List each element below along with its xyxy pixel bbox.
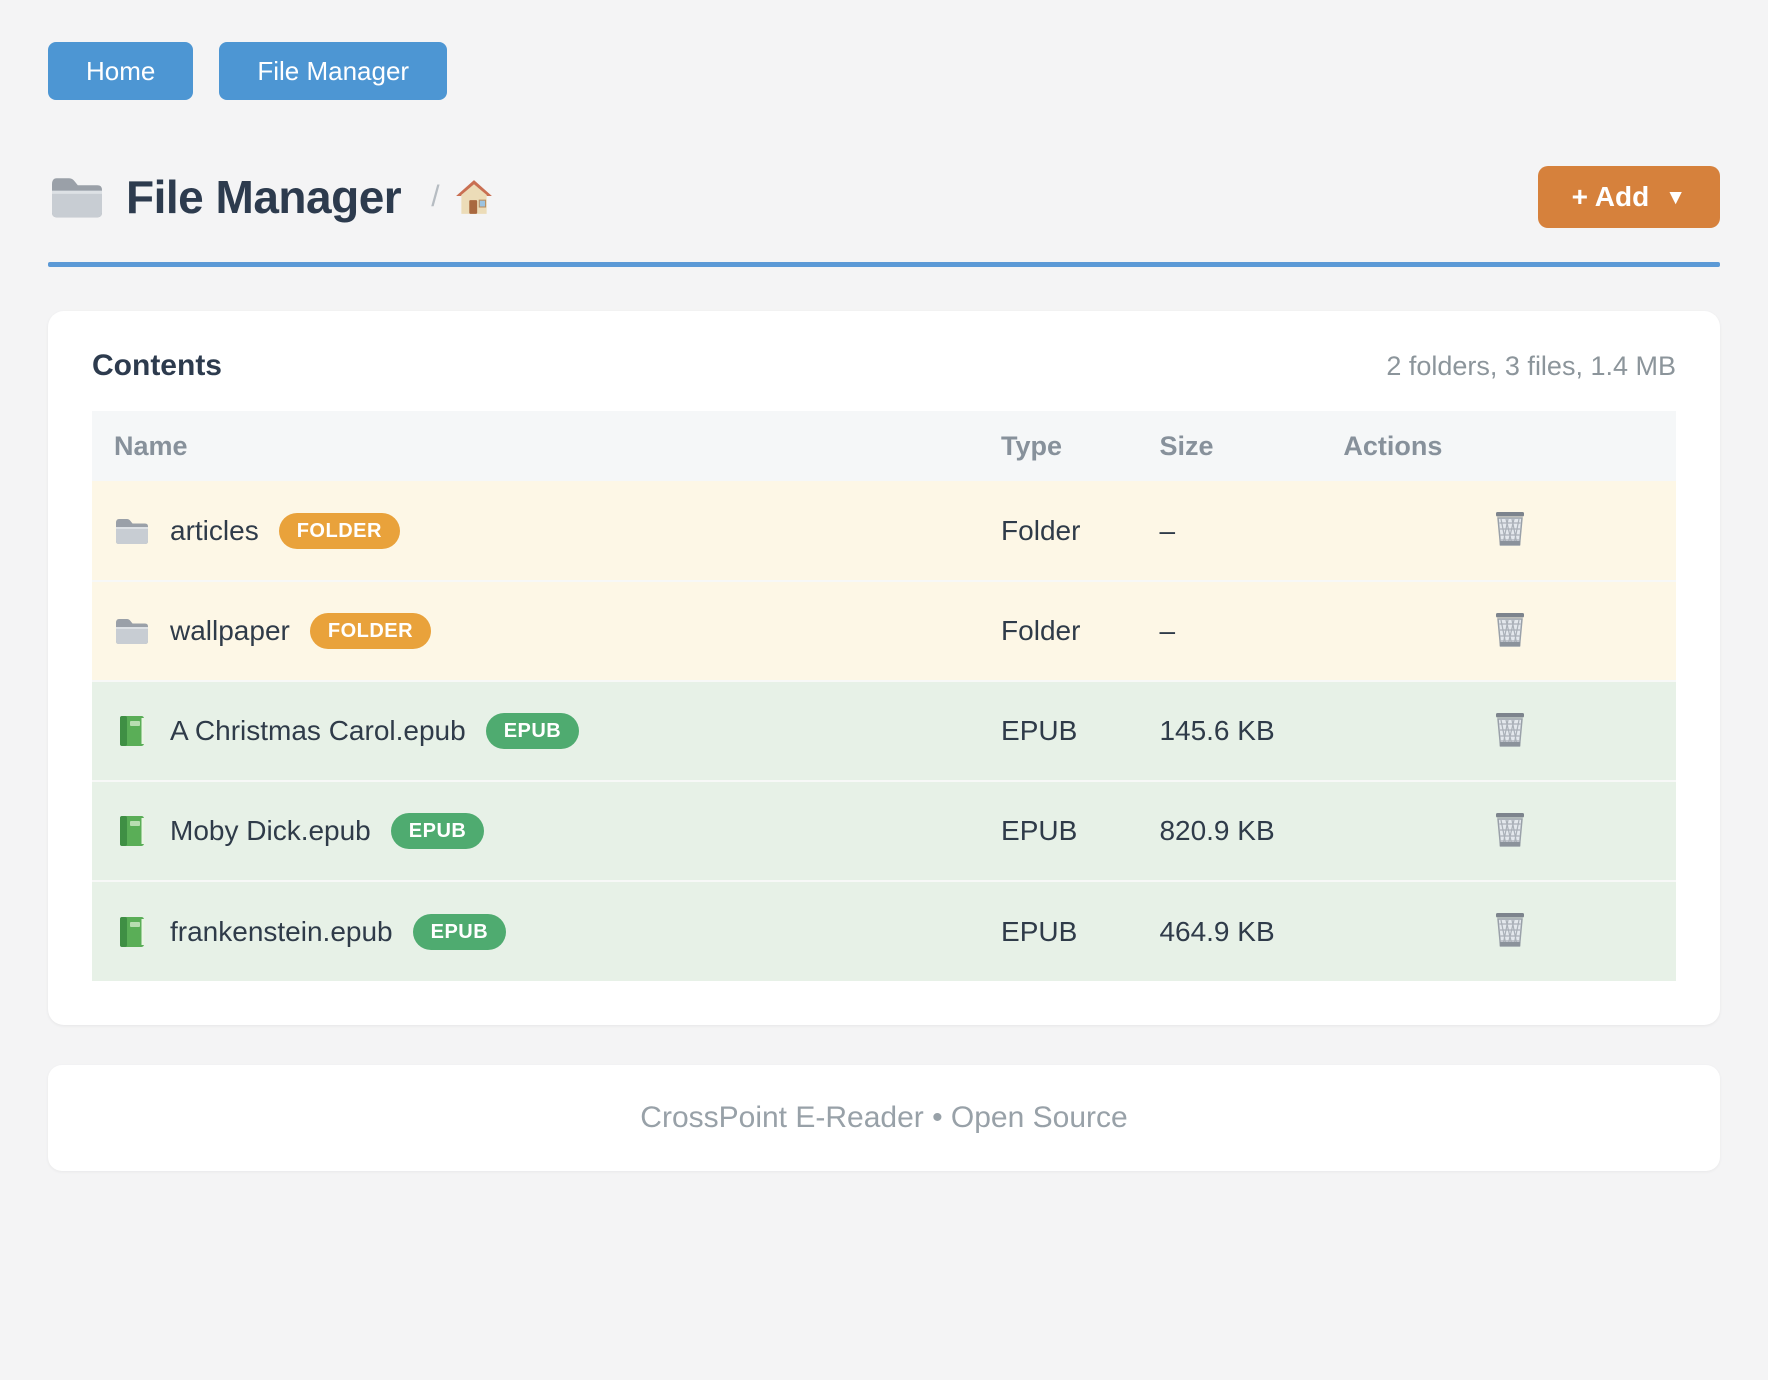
type-badge: EPUB xyxy=(390,813,485,849)
file-name[interactable]: articles xyxy=(170,514,259,546)
file-table-body: articles FOLDER Folder – wallpaper FOLDE… xyxy=(92,481,1676,981)
trash-icon xyxy=(1494,611,1525,647)
file-type: EPUB xyxy=(1001,915,1078,947)
contents-card-header: Contents 2 folders, 3 files, 1.4 MB xyxy=(92,349,1676,383)
contents-card: Contents 2 folders, 3 files, 1.4 MB Name… xyxy=(48,311,1720,1025)
name-cell: Moby Dick.epub EPUB xyxy=(114,813,979,849)
folder-icon xyxy=(116,518,148,544)
page-title: File Manager xyxy=(126,171,402,223)
delete-button[interactable] xyxy=(1489,607,1531,656)
name-cell: A Christmas Carol.epub EPUB xyxy=(114,713,979,749)
trash-icon xyxy=(1494,511,1525,546)
header-row: Name Type Size Actions xyxy=(92,411,1676,481)
green-book-icon xyxy=(120,716,144,746)
file-size: 145.6 KB xyxy=(1159,715,1275,746)
house-icon[interactable] xyxy=(454,178,494,216)
table-row[interactable]: articles FOLDER Folder – xyxy=(92,481,1676,581)
file-manager-page: Home File Manager File Manager / + Add ▼… xyxy=(48,42,1720,1171)
name-cell: frankenstein.epub EPUB xyxy=(114,913,979,950)
header-divider xyxy=(48,262,1720,267)
table-row[interactable]: A Christmas Carol.epub EPUB EPUB 145.6 K… xyxy=(92,681,1676,781)
breadcrumb: / xyxy=(431,178,493,216)
folder-icon xyxy=(116,619,148,644)
footer-text: CrossPoint E-Reader • Open Source xyxy=(640,1101,1128,1134)
nav-home-button[interactable]: Home xyxy=(48,42,194,100)
file-type: Folder xyxy=(1001,514,1081,546)
contents-summary: 2 folders, 3 files, 1.4 MB xyxy=(1386,351,1676,381)
file-size: – xyxy=(1159,615,1176,646)
file-type: EPUB xyxy=(1001,815,1078,846)
file-name[interactable]: Moby Dick.epub xyxy=(170,815,371,846)
column-header-actions: Actions xyxy=(1343,411,1676,481)
column-header-type[interactable]: Type xyxy=(979,411,1138,481)
file-size: 820.9 KB xyxy=(1159,815,1275,846)
delete-button[interactable] xyxy=(1489,907,1531,956)
name-cell: articles FOLDER xyxy=(114,512,979,549)
breadcrumb-separator: / xyxy=(431,180,440,213)
top-nav: Home File Manager xyxy=(48,42,1720,100)
file-type: Folder xyxy=(1001,615,1081,646)
file-name[interactable]: frankenstein.epub xyxy=(170,915,393,947)
trash-icon xyxy=(1494,912,1525,947)
name-cell: wallpaper FOLDER xyxy=(114,613,979,649)
type-badge: EPUB xyxy=(485,713,580,749)
type-badge: FOLDER xyxy=(278,512,400,549)
file-table: Name Type Size Actions articles FOLDER F… xyxy=(92,411,1676,981)
add-button-label: + Add xyxy=(1571,181,1650,212)
chevron-down-icon: ▼ xyxy=(1665,185,1686,209)
file-type: EPUB xyxy=(1001,715,1078,746)
trash-icon xyxy=(1494,711,1525,747)
folder-icon xyxy=(52,178,102,218)
title-wrap: File Manager xyxy=(48,170,402,224)
file-size: 464.9 KB xyxy=(1159,915,1275,947)
add-button[interactable]: + Add ▼ xyxy=(1537,166,1720,228)
page-header: File Manager / + Add ▼ xyxy=(48,166,1720,228)
delete-button[interactable] xyxy=(1489,707,1531,756)
table-row[interactable]: wallpaper FOLDER Folder – xyxy=(92,581,1676,681)
green-book-icon xyxy=(120,916,144,947)
table-row[interactable]: frankenstein.epub EPUB EPUB 464.9 KB xyxy=(92,881,1676,981)
table-row[interactable]: Moby Dick.epub EPUB EPUB 820.9 KB xyxy=(92,781,1676,881)
file-name[interactable]: A Christmas Carol.epub xyxy=(170,715,466,746)
file-size: – xyxy=(1159,514,1176,546)
green-book-icon xyxy=(120,816,144,846)
type-badge: FOLDER xyxy=(309,613,432,649)
file-table-head: Name Type Size Actions xyxy=(92,411,1676,481)
trash-icon xyxy=(1494,811,1525,847)
column-header-size[interactable]: Size xyxy=(1137,411,1344,481)
delete-button[interactable] xyxy=(1489,506,1531,555)
column-header-name[interactable]: Name xyxy=(92,411,980,481)
contents-title: Contents xyxy=(92,349,222,382)
nav-file-manager-button[interactable]: File Manager xyxy=(219,42,448,100)
file-name[interactable]: wallpaper xyxy=(170,615,290,646)
footer-card: CrossPoint E-Reader • Open Source xyxy=(48,1065,1720,1171)
delete-button[interactable] xyxy=(1489,807,1531,856)
type-badge: EPUB xyxy=(412,913,507,950)
